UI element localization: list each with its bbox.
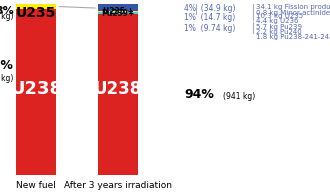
Bar: [98, 4, 138, 11]
Bar: [16, 4, 56, 9]
Text: 94%: 94%: [184, 87, 215, 100]
Bar: [16, 9, 56, 175]
Text: (33 kg): (33 kg): [0, 12, 14, 21]
Text: U235: U235: [16, 6, 56, 20]
Text: 0.8 kg Minor actinides: 0.8 kg Minor actinides: [256, 10, 330, 16]
Bar: [98, 14, 138, 175]
Text: 1%  (14.7 kg): 1% (14.7 kg): [184, 13, 236, 22]
Text: 5.7 kg Pu239: 5.7 kg Pu239: [256, 23, 302, 29]
Text: 4.4 kg U236: 4.4 kg U236: [256, 18, 298, 24]
Text: 3%: 3%: [0, 6, 14, 16]
Text: (967 kg): (967 kg): [0, 74, 14, 83]
Text: Pu239+: Pu239+: [101, 9, 135, 18]
Text: U235 +: U235 +: [103, 7, 133, 16]
Text: New fuel: New fuel: [16, 181, 56, 191]
Text: 10.3 kg U235: 10.3 kg U235: [256, 13, 303, 19]
Bar: [98, 11, 138, 12]
Text: After 3 years irradiation: After 3 years irradiation: [64, 181, 172, 191]
Text: 4%  (34.9 kg): 4% (34.9 kg): [184, 4, 236, 13]
Text: 97%: 97%: [0, 59, 14, 72]
Text: (941 kg): (941 kg): [223, 92, 255, 101]
Text: 34.1 kg Fission products: 34.1 kg Fission products: [256, 4, 330, 10]
Text: U238: U238: [10, 80, 62, 98]
Text: 1.8 kg Pu238-241-242: 1.8 kg Pu238-241-242: [256, 34, 330, 40]
Bar: [98, 12, 138, 14]
Text: 2.2 kg Pu240: 2.2 kg Pu240: [256, 29, 302, 35]
Text: 1%  (9.74 kg): 1% (9.74 kg): [184, 23, 236, 33]
Text: U238: U238: [94, 80, 142, 98]
